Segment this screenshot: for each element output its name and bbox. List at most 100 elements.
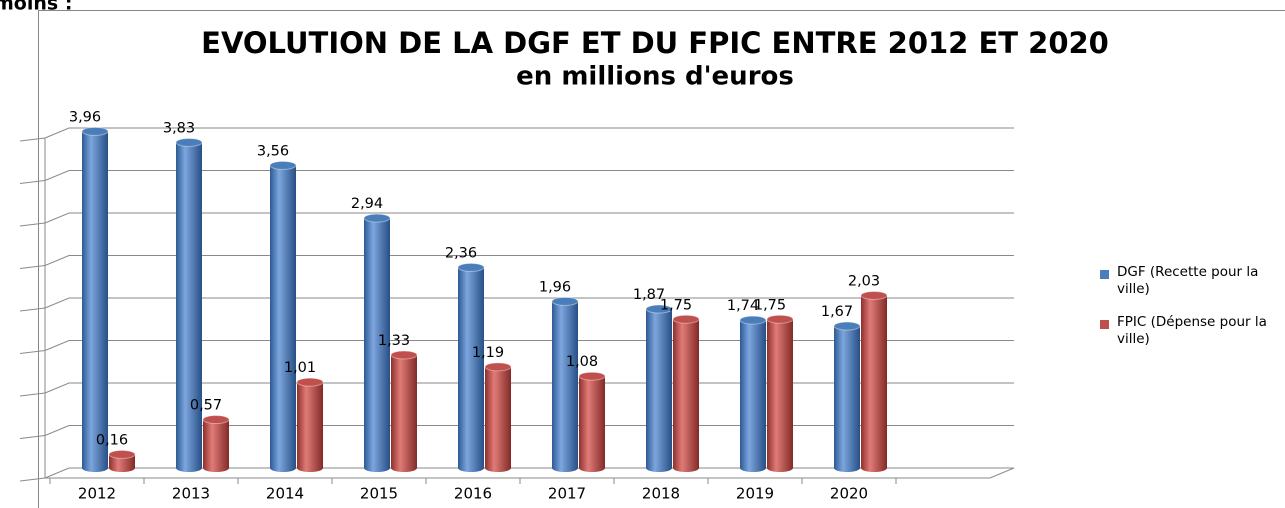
x-tick-label: 2014: [266, 485, 304, 503]
bar-top: [269, 160, 297, 170]
x-tick-label: 2017: [548, 485, 586, 503]
bar: [390, 350, 418, 472]
bar-top: [551, 296, 579, 306]
bar: [269, 160, 297, 472]
bar-top: [484, 362, 512, 372]
bar: [739, 315, 767, 472]
data-label: 3,56: [257, 143, 289, 159]
x-axis: [45, 467, 1015, 479]
grid-line: [44, 170, 1014, 181]
y-tick: [19, 477, 46, 482]
bar-body: [646, 309, 672, 468]
bar: [81, 126, 109, 472]
y-tick: [19, 180, 46, 184]
bar-body: [767, 319, 793, 468]
bar-base: [579, 464, 605, 472]
bar-top: [860, 290, 888, 300]
data-label: 0,57: [190, 398, 222, 414]
data-label: 1,74: [727, 298, 759, 314]
data-label: 1,08: [566, 354, 598, 370]
bar: [672, 314, 700, 472]
bar-base: [673, 464, 699, 472]
bar: [551, 296, 579, 472]
bar-top: [390, 350, 418, 360]
chart-frame: [38, 10, 1285, 508]
data-label: 3,83: [163, 120, 195, 136]
bar-base: [82, 464, 108, 472]
grid-line: [44, 297, 1014, 309]
bar-body: [579, 376, 605, 468]
x-tick-label: 2019: [736, 485, 774, 503]
bar: [645, 304, 673, 472]
bar-base: [740, 464, 766, 472]
chart-subtitle: en millions d'euros: [516, 62, 794, 92]
bar-body: [391, 354, 417, 468]
bar-base: [364, 464, 390, 472]
bar-base: [270, 464, 296, 472]
bar: [484, 362, 512, 472]
bar-base: [203, 464, 229, 472]
bar: [833, 321, 861, 472]
data-label: 1,19: [472, 345, 504, 361]
bar-top: [175, 137, 203, 147]
bar-top: [457, 262, 485, 272]
bar: [457, 262, 485, 472]
bar-base: [767, 464, 793, 472]
bar-top: [363, 213, 391, 223]
bar-body: [861, 295, 887, 468]
legend-swatch: [1100, 320, 1109, 329]
data-label: 1,01: [284, 360, 316, 376]
grid-line: [44, 212, 1014, 224]
bar-body: [834, 326, 860, 468]
bar-body: [364, 218, 390, 468]
bar-base: [297, 464, 323, 472]
bar: [363, 213, 391, 472]
page-text: moins :: [0, 0, 72, 15]
bar-top: [766, 314, 794, 324]
data-label: 1,33: [378, 333, 410, 349]
bar-body: [176, 142, 202, 468]
y-tick: [19, 265, 46, 269]
data-label: 3,96: [69, 109, 101, 125]
bar-body: [740, 320, 766, 468]
bar: [108, 449, 136, 472]
bar: [766, 314, 794, 472]
legend-swatch: [1100, 270, 1109, 279]
bar: [202, 415, 230, 472]
y-tick: [19, 137, 46, 142]
bar-body: [485, 366, 511, 468]
y-tick: [19, 222, 46, 227]
bar-body: [458, 267, 484, 468]
x-tick-label: 2016: [454, 485, 492, 503]
data-label: 2,94: [351, 196, 383, 212]
y-tick: [19, 392, 46, 397]
bar-base: [391, 464, 417, 472]
bar-top: [202, 415, 230, 425]
bar-base: [458, 464, 484, 472]
y-tick: [19, 435, 46, 439]
grid-line: [44, 255, 1014, 266]
bar-body: [82, 131, 108, 468]
data-label: 1,75: [754, 297, 786, 313]
data-label: 1,96: [539, 279, 571, 295]
bar-base: [646, 464, 672, 472]
bar-base: [485, 464, 511, 472]
bar-top: [296, 377, 324, 387]
bar-body: [270, 165, 296, 468]
grid-line: [44, 127, 1014, 139]
x-tick-label: 2020: [830, 485, 868, 503]
bar-top: [739, 315, 767, 325]
x-tick-label: 2018: [642, 485, 680, 503]
bar: [578, 371, 606, 472]
legend-label: FPIC (Dépense pour la ville): [1117, 314, 1267, 347]
bar-body: [203, 419, 229, 468]
bar-body: [552, 301, 578, 468]
bar-base: [109, 464, 135, 472]
data-label: 1,75: [660, 297, 692, 313]
x-tick-label: 2012: [78, 485, 116, 503]
bar-body: [673, 319, 699, 468]
y-tick: [19, 307, 46, 312]
bar-base: [552, 464, 578, 472]
